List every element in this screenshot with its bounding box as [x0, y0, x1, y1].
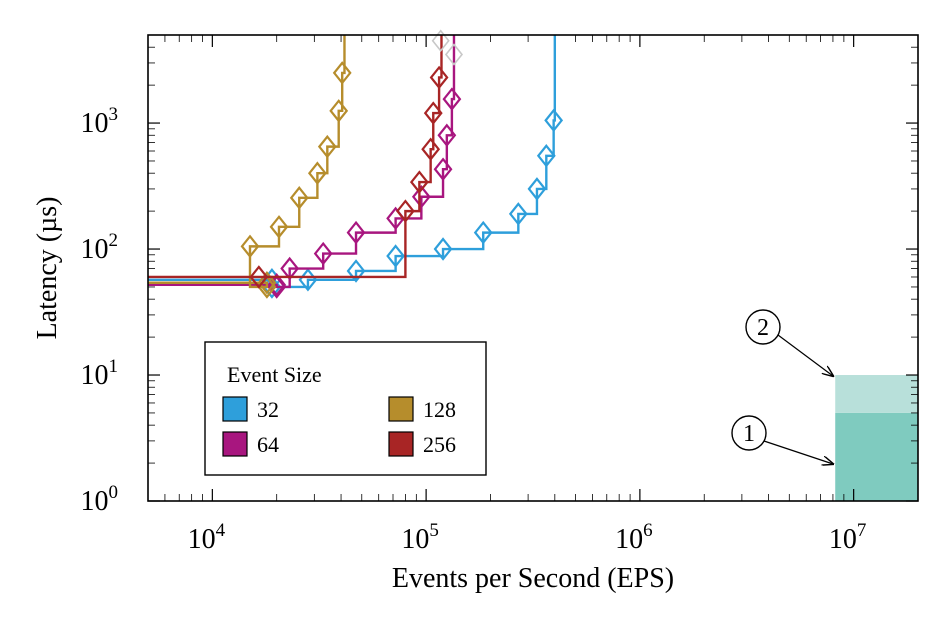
series-128 [148, 35, 352, 299]
series-line-128 [148, 35, 346, 289]
data-point-64 [442, 87, 462, 111]
data-point-64 [346, 220, 366, 245]
legend-label-64: 64 [257, 432, 279, 457]
y-tick-label: 103 [81, 104, 119, 139]
y-axis-title: Latency (µs) [32, 197, 63, 340]
ghost-marker-64 [444, 43, 464, 66]
data-point-128 [269, 215, 289, 239]
data-point-32 [433, 237, 453, 261]
legend-box [204, 341, 487, 476]
y-tick-labels: 100 101 102 103 [81, 104, 119, 517]
x-axis-title: Events per Second (EPS) [392, 563, 674, 594]
data-point-128 [257, 270, 277, 295]
data-point-64 [411, 184, 431, 209]
legend-swatch-32 [222, 396, 248, 422]
minor-ticks [148, 35, 918, 501]
data-point-64 [280, 256, 300, 281]
callout-circle-2 [745, 309, 781, 345]
x-tick-label: 105 [401, 520, 439, 555]
data-point-128 [317, 134, 337, 159]
x-tick-labels: 104 105 106 107 [188, 520, 867, 555]
data-point-128 [289, 186, 309, 210]
data-point-32 [386, 244, 406, 268]
data-point-256 [429, 65, 449, 90]
data-point-256 [249, 265, 269, 289]
data-point-128 [240, 234, 260, 259]
data-point-32 [346, 259, 366, 283]
legend-label-128: 128 [423, 397, 456, 422]
plot-frame [147, 34, 919, 502]
region-2 [835, 375, 918, 413]
legend-swatch-64 [222, 431, 248, 457]
data-point-64 [437, 123, 457, 148]
series-line-64 [148, 35, 456, 289]
data-point-32 [508, 202, 528, 226]
y-tick-label: 101 [81, 356, 119, 391]
major-ticks [148, 35, 918, 502]
legend: Event Size 32 128 64 256 [204, 341, 487, 476]
series-64 [148, 35, 464, 299]
data-point-256 [409, 170, 429, 194]
y-tick-label: 100 [81, 482, 119, 517]
series-line-256 [148, 35, 443, 279]
callout-label-2: 2 [757, 315, 769, 341]
legend-swatch-128 [388, 396, 414, 422]
region-1 [835, 412, 918, 501]
data-point-32 [544, 108, 564, 133]
data-point-32 [536, 144, 556, 168]
data-point-256 [395, 199, 415, 223]
callout-circle-1 [731, 415, 767, 451]
x-tick-label: 104 [188, 520, 226, 555]
series-line-32 [148, 35, 557, 289]
legend-label-256: 256 [423, 432, 456, 457]
series-32 [148, 35, 564, 299]
data-point-256 [423, 101, 443, 125]
data-point-128 [307, 161, 327, 185]
callouts: 12 [731, 309, 833, 464]
callout-arrow-2 [777, 334, 833, 376]
ghost-marker-256 [431, 29, 450, 53]
x-tick-label: 106 [615, 520, 653, 555]
data-point-64 [433, 157, 453, 181]
series-256 [148, 29, 450, 289]
data-point-32 [527, 177, 547, 201]
data-point-128 [332, 61, 352, 85]
data-point-256 [421, 137, 441, 161]
series-layer [148, 29, 564, 299]
y-tick-label: 102 [81, 230, 119, 265]
data-point-32 [473, 220, 493, 245]
legend-title: Event Size [227, 362, 322, 387]
legend-label-32: 32 [257, 397, 279, 422]
annotation-regions [835, 375, 918, 501]
legend-swatch-256 [388, 431, 414, 457]
data-point-64 [313, 241, 333, 266]
callout-arrow-1 [763, 440, 833, 464]
x-tick-label: 107 [829, 520, 867, 555]
data-point-128 [329, 99, 349, 123]
callout-label-1: 1 [743, 421, 755, 447]
